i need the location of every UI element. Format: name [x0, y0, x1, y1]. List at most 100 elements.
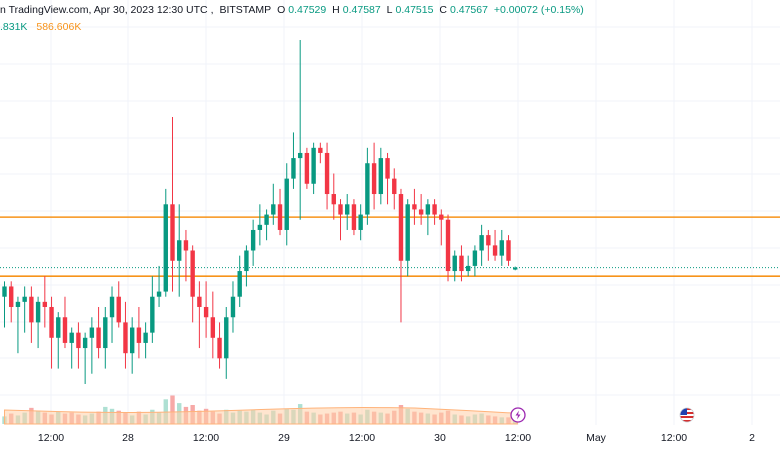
- candle: [445, 214, 451, 282]
- time-axis-label: 12:00: [661, 432, 687, 444]
- volume-bar: [170, 395, 175, 424]
- source-label: n TradingView.com, Apr 30, 2023 12:30 UT…: [0, 4, 208, 16]
- candle: [203, 281, 209, 338]
- candle: [459, 245, 464, 282]
- candle: [224, 306, 229, 379]
- time-axis-label: 29: [278, 432, 290, 444]
- high-value: 0.47587: [342, 4, 381, 16]
- candle: [418, 194, 424, 225]
- candle: [15, 296, 21, 354]
- horizontal-grid: [0, 26, 780, 396]
- candle: [405, 199, 410, 277]
- candle: [351, 199, 357, 236]
- candle: [439, 209, 444, 246]
- candle: [76, 322, 81, 369]
- candle: [42, 276, 48, 328]
- close-label: C: [439, 4, 447, 16]
- candle: [277, 188, 283, 236]
- candle: [210, 291, 216, 359]
- candle: [217, 322, 222, 369]
- candle: [177, 204, 182, 297]
- us-flag-icon[interactable]: [679, 407, 695, 423]
- candle: [331, 173, 336, 220]
- candle: [371, 142, 377, 210]
- chart-header: n TradingView.com, Apr 30, 2023 12:30 UT…: [0, 4, 584, 16]
- candle: [156, 265, 162, 307]
- support-resistance-lines[interactable]: [0, 216, 780, 277]
- candle: [365, 147, 370, 225]
- candle: [392, 168, 397, 210]
- candle: [492, 229, 498, 261]
- exchange-label: BITSTAMP: [219, 4, 272, 16]
- candle: [190, 245, 195, 323]
- candle: [412, 188, 417, 225]
- candle: [432, 199, 437, 225]
- candle: [2, 281, 7, 328]
- candle: [237, 255, 242, 307]
- candle: [129, 317, 135, 374]
- candle: [513, 266, 518, 271]
- candle: [183, 229, 189, 282]
- volume-bar: [163, 399, 168, 424]
- candle: [324, 142, 330, 210]
- change-value: +0.00072 (+0.15%): [493, 4, 584, 16]
- candle: [123, 301, 128, 369]
- candle: [82, 332, 88, 384]
- time-axis-label: 2: [749, 432, 755, 444]
- candle: [69, 327, 74, 369]
- time-axis-label: 12:00: [349, 432, 375, 444]
- candle: [230, 281, 236, 333]
- candle: [425, 199, 431, 236]
- volume-legend: .831K 586.606K: [0, 21, 81, 33]
- candle: [136, 306, 142, 359]
- time-axis-label: May: [586, 432, 607, 444]
- candle: [250, 219, 256, 266]
- candle: [291, 132, 296, 189]
- open-label: O: [277, 4, 286, 16]
- time-axis[interactable]: 12:00 28 12:00 29 12:00 30 12:00 May 12:00 2: [38, 432, 755, 444]
- lightning-icon[interactable]: [510, 407, 526, 423]
- time-axis-label: 12:00: [193, 432, 219, 444]
- candle: [486, 229, 491, 261]
- candle: [29, 286, 34, 343]
- candle: [284, 163, 289, 246]
- candle: [479, 224, 484, 266]
- candle: [22, 286, 27, 333]
- high-label: H: [332, 4, 340, 16]
- candle: [116, 281, 121, 328]
- candles: [2, 40, 518, 384]
- candle: [452, 250, 457, 282]
- candle: [264, 209, 269, 241]
- candle: [163, 188, 168, 297]
- candle: [103, 306, 108, 369]
- candle: [385, 152, 390, 205]
- candle: [345, 194, 350, 230]
- candle: [62, 296, 68, 349]
- time-axis-label: 12:00: [505, 432, 531, 444]
- time-axis-label: 28: [122, 432, 134, 444]
- open-value: 0.47529: [288, 4, 327, 16]
- candle: [398, 188, 404, 323]
- candle: [318, 142, 323, 164]
- vertical-grid: [50, 0, 753, 425]
- low-label: L: [386, 4, 393, 16]
- candle: [358, 204, 363, 241]
- candle: [378, 147, 384, 205]
- candle: [197, 281, 202, 349]
- candle: [109, 286, 115, 343]
- candle: [304, 147, 310, 189]
- volume-ma-value: 586.606K: [36, 21, 82, 33]
- candle: [244, 245, 249, 287]
- volume-value: .831K: [0, 21, 28, 33]
- time-axis-label: 12:00: [38, 432, 64, 444]
- candle: [9, 281, 14, 323]
- candle: [472, 245, 478, 277]
- candle: [311, 142, 316, 195]
- volume-moving-average-area: [4, 406, 518, 425]
- candle: [96, 306, 101, 359]
- candle: [49, 296, 54, 369]
- low-value: 0.47515: [395, 4, 434, 16]
- candle: [297, 40, 303, 220]
- candle: [150, 276, 155, 343]
